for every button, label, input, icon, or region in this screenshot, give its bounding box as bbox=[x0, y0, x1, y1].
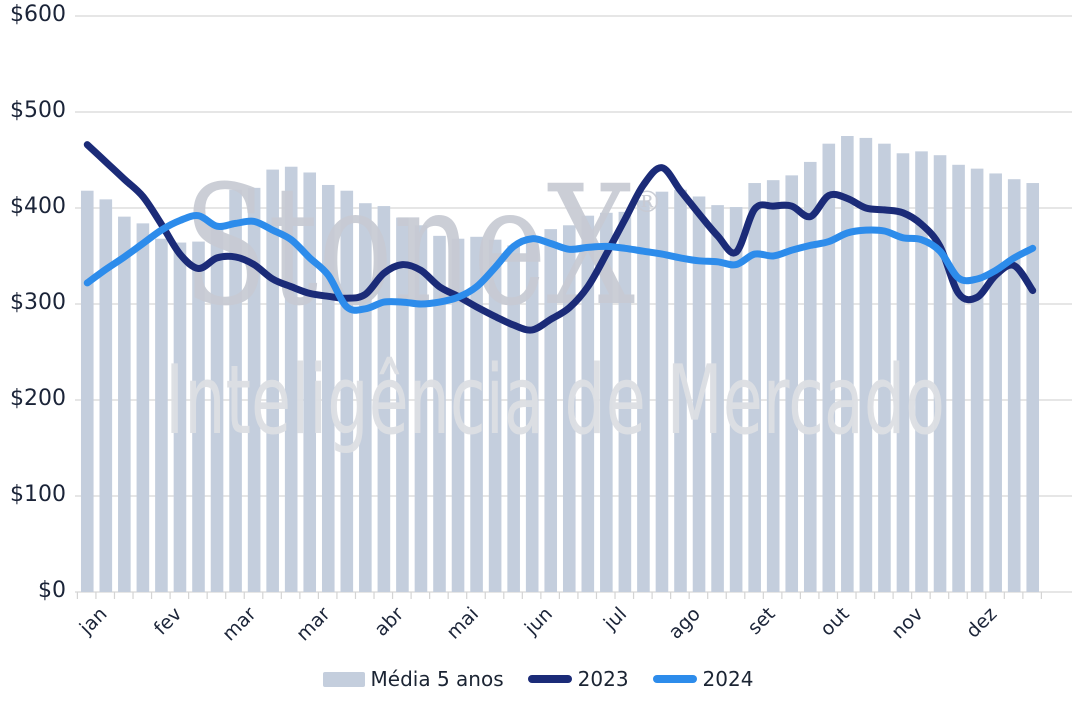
bar bbox=[414, 225, 428, 592]
bar bbox=[192, 241, 205, 592]
bar bbox=[155, 238, 168, 592]
series-line-2024 bbox=[83, 212, 1037, 314]
bar bbox=[674, 189, 687, 592]
bar bbox=[433, 235, 446, 592]
y-tick-label: $400 bbox=[10, 194, 66, 219]
bar bbox=[451, 238, 465, 592]
line-swatch-icon bbox=[527, 675, 572, 683]
bar bbox=[210, 223, 224, 593]
bar bbox=[729, 207, 743, 593]
legend: Média 5 anos 2023 2024 bbox=[0, 663, 1076, 695]
bar bbox=[600, 212, 613, 593]
bar bbox=[303, 172, 317, 593]
watermark-tagline: Inteligência de Mercado bbox=[165, 346, 945, 456]
bar bbox=[359, 203, 372, 592]
y-tick-label: $200 bbox=[10, 386, 66, 411]
bar bbox=[748, 183, 761, 593]
legend-label: Média 5 anos bbox=[370, 667, 504, 691]
bar bbox=[618, 211, 632, 592]
bar bbox=[1026, 183, 1040, 593]
bar bbox=[247, 187, 261, 592]
y-tick-label: $100 bbox=[10, 482, 66, 507]
bar bbox=[562, 225, 576, 592]
bar bbox=[766, 180, 780, 592]
y-tick-label: $500 bbox=[10, 98, 66, 123]
bar bbox=[989, 173, 1002, 592]
legend-label: 2024 bbox=[702, 667, 754, 691]
bar bbox=[488, 239, 502, 592]
bar bbox=[711, 205, 724, 592]
bar bbox=[581, 215, 595, 592]
bar bbox=[507, 245, 520, 592]
bar bbox=[803, 161, 817, 593]
bar bbox=[822, 143, 836, 592]
bar bbox=[655, 191, 669, 592]
bar bbox=[785, 175, 799, 593]
bar bbox=[896, 153, 910, 592]
bar bbox=[970, 168, 984, 592]
bar bbox=[878, 143, 891, 592]
legend-item-2023: 2023 bbox=[527, 667, 629, 691]
bar bbox=[340, 190, 354, 592]
bar bbox=[80, 190, 94, 592]
bar bbox=[136, 223, 150, 593]
bar bbox=[952, 164, 965, 593]
bar bbox=[1007, 179, 1021, 592]
bar bbox=[933, 155, 947, 592]
line-swatch-icon bbox=[652, 675, 697, 683]
bar bbox=[692, 196, 706, 593]
bar bbox=[99, 199, 113, 593]
series-line-2023 bbox=[83, 141, 1037, 334]
y-tick-label: $300 bbox=[10, 290, 66, 315]
bar bbox=[396, 217, 409, 592]
bar bbox=[229, 189, 242, 592]
bar bbox=[841, 136, 854, 592]
bar bbox=[915, 151, 928, 593]
bar bbox=[173, 242, 187, 592]
y-tick-label: $0 bbox=[38, 578, 66, 603]
bar-swatch-icon bbox=[322, 671, 365, 687]
legend-item-media-5-anos: Média 5 anos bbox=[322, 667, 504, 691]
y-tick-label: $600 bbox=[10, 2, 66, 27]
bar bbox=[859, 137, 873, 593]
bar bbox=[118, 216, 131, 592]
bar bbox=[637, 200, 650, 592]
legend-item-2024: 2024 bbox=[652, 667, 754, 691]
legend-label: 2023 bbox=[577, 667, 629, 691]
bar bbox=[284, 166, 298, 592]
bar bbox=[470, 236, 483, 593]
